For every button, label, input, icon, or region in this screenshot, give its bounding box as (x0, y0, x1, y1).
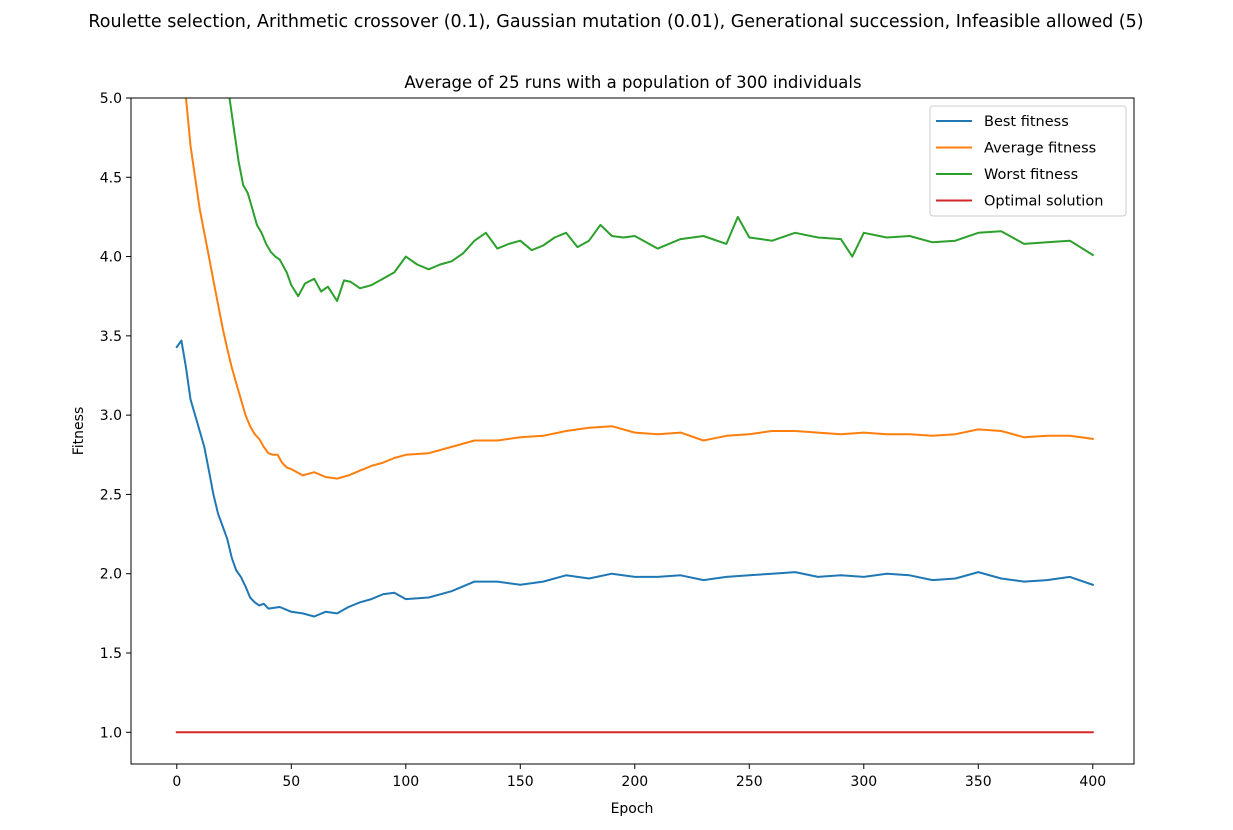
y-tick-label: 3.0 (100, 408, 122, 424)
series-line-best-fitness (175, 339, 1095, 618)
legend: Best fitness Average fitness Worst fitness… (929, 105, 1127, 217)
y-tick-label: 5.0 (100, 91, 122, 107)
y-tick-label: 1.5 (100, 646, 122, 662)
y-tick-label: 2.5 (100, 487, 122, 503)
x-tick-label: 250 (736, 774, 763, 790)
x-tick-label: 50 (282, 774, 300, 790)
x-tick-label: 400 (1079, 774, 1106, 790)
chart-suptitle: Roulette selection, Arithmetic crossover… (88, 12, 1143, 32)
x-tick-label: 200 (621, 774, 648, 790)
y-tick-label: 2.0 (100, 567, 122, 583)
x-tick-label: 350 (965, 774, 992, 790)
legend-label-best-fitness: Best fitness (984, 114, 1069, 130)
series-line-worst-fitness (228, 98, 1095, 302)
legend-box (929, 105, 1127, 217)
y-tick-label: 4.5 (100, 170, 122, 186)
x-tick-label: 150 (507, 774, 534, 790)
plot-area: 0 50 100 150 200 250 300 350 400 1.0 1.5 2.0 2.5 3.0… (100, 91, 1135, 790)
chart-title: Average of 25 runs with a population of … (404, 73, 861, 92)
y-axis-label: Fitness (71, 407, 87, 456)
y-tick-label: 4.0 (100, 250, 122, 266)
y-tick-label: 3.5 (100, 329, 122, 345)
x-tick-label: 300 (850, 774, 877, 790)
series-line-average-fitness (184, 98, 1094, 480)
x-axis-label: Epoch (611, 801, 654, 817)
y-tick-label: 1.0 (100, 725, 122, 741)
x-tick-label: 0 (172, 774, 181, 790)
legend-label-average-fitness: Average fitness (984, 141, 1096, 157)
legend-label-optimal-solution: Optimal solution (984, 194, 1103, 210)
axes-frame (130, 97, 1135, 765)
x-tick-label: 100 (392, 774, 419, 790)
legend-label-worst-fitness: Worst fitness (984, 167, 1078, 183)
